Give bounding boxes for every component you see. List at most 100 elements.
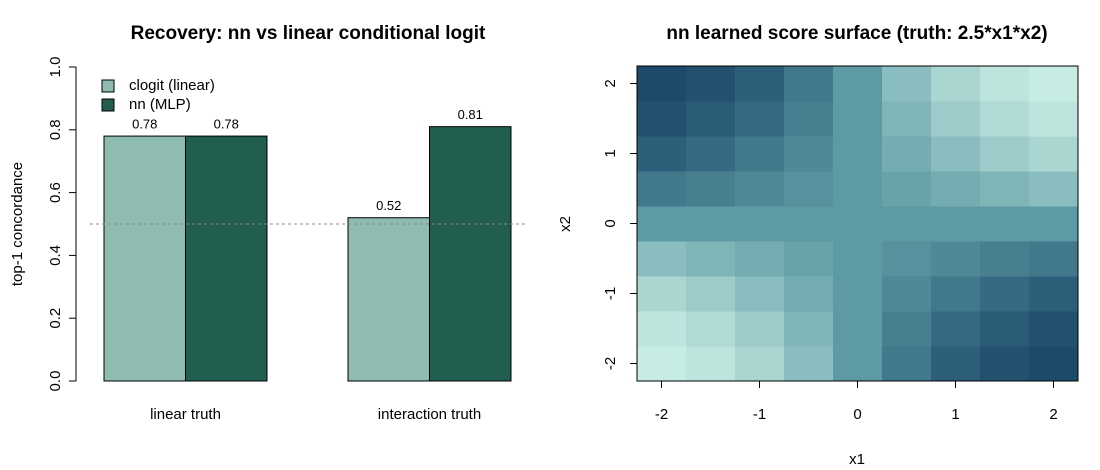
- y-tick-label: 0.0: [47, 371, 64, 392]
- heat-cell: [833, 241, 883, 277]
- heat-cell: [882, 171, 932, 207]
- y-tick-label: 0.4: [47, 245, 64, 266]
- heat-cell: [833, 276, 883, 312]
- heat-cell: [637, 171, 687, 207]
- heat-cell: [735, 136, 785, 172]
- heat-cell: [784, 66, 834, 102]
- heat-cell: [784, 171, 834, 207]
- y-axis-label: x2: [557, 216, 574, 232]
- heat-cell: [686, 241, 736, 277]
- heat-cell: [1029, 66, 1079, 102]
- heat-cell: [833, 171, 883, 207]
- heat-cell: [686, 136, 736, 172]
- heat-cell: [882, 276, 932, 312]
- heat-cell: [882, 206, 932, 242]
- heat-cell: [735, 311, 785, 347]
- chart-title: nn learned score surface (truth: 2.5*x1*…: [666, 23, 1047, 44]
- heat-cell: [980, 101, 1030, 137]
- heat-cell: [637, 276, 687, 312]
- y-tick-label: 1: [602, 149, 619, 157]
- heat-cell: [686, 66, 736, 102]
- heat-cell: [686, 311, 736, 347]
- y-tick-label: 0: [602, 219, 619, 227]
- heat-cell: [931, 241, 981, 277]
- bar: [185, 135, 268, 382]
- heat-cell: [833, 311, 883, 347]
- value-label: 0.81: [458, 107, 483, 122]
- x-tick-label: 2: [1049, 406, 1057, 423]
- y-tick-label: 0.2: [47, 308, 64, 329]
- heat-cell: [637, 241, 687, 277]
- heat-cell: [931, 101, 981, 137]
- heat-cell: [637, 206, 687, 242]
- heat-cell: [833, 206, 883, 242]
- heat-cell: [735, 171, 785, 207]
- heat-cell: [1029, 241, 1079, 277]
- heat-cell: [931, 346, 981, 382]
- heat-cell: [931, 276, 981, 312]
- heat-cell: [980, 206, 1030, 242]
- heat-cell: [735, 346, 785, 382]
- heat-cell: [784, 206, 834, 242]
- x-tick-label: linear truth: [150, 406, 221, 423]
- heat-cell: [686, 206, 736, 242]
- heat-cell: [735, 206, 785, 242]
- heat-cell: [784, 276, 834, 312]
- x-tick-label: interaction truth: [378, 406, 481, 423]
- y-tick-label: 2: [602, 79, 619, 87]
- heat-cell: [784, 241, 834, 277]
- heat-cell: [735, 101, 785, 137]
- legend-swatch: [101, 79, 115, 93]
- heat-cell: [686, 101, 736, 137]
- bar: [103, 135, 186, 382]
- heat-cell: [784, 101, 834, 137]
- legend-label: clogit (linear): [129, 77, 215, 94]
- heat-cell: [1029, 311, 1079, 347]
- bar: [347, 217, 430, 382]
- heat-cell: [980, 276, 1030, 312]
- y-tick-label: 1.0: [47, 57, 64, 78]
- heat-cell: [1029, 276, 1079, 312]
- y-tick-label: -2: [602, 357, 619, 370]
- heat-cell: [735, 276, 785, 312]
- heat-cell: [980, 311, 1030, 347]
- heat-cell: [686, 171, 736, 207]
- value-label: 0.78: [132, 117, 157, 132]
- heat-cell: [784, 346, 834, 382]
- heat-cell: [882, 66, 932, 102]
- heat-cell: [980, 66, 1030, 102]
- heat-cell: [833, 346, 883, 382]
- heat-cell: [637, 136, 687, 172]
- heat-cell: [980, 136, 1030, 172]
- heat-cell: [882, 101, 932, 137]
- heat-cell: [931, 206, 981, 242]
- value-label: 0.78: [214, 117, 239, 132]
- heat-cell: [980, 241, 1030, 277]
- heat-cell: [980, 346, 1030, 382]
- value-label: 0.52: [376, 198, 401, 213]
- y-tick-label: 0.6: [47, 182, 64, 203]
- heat-cell: [637, 101, 687, 137]
- heat-cell: [1029, 136, 1079, 172]
- heat-cell: [882, 241, 932, 277]
- heat-cell: [931, 136, 981, 172]
- bar: [429, 126, 512, 382]
- heat-cell: [735, 241, 785, 277]
- heat-cell: [882, 311, 932, 347]
- y-tick-label: -1: [602, 287, 619, 300]
- heat-cell: [686, 276, 736, 312]
- heat-cell: [637, 66, 687, 102]
- heat-cell: [637, 311, 687, 347]
- heat-cell: [1029, 206, 1079, 242]
- x-tick-label: 0: [853, 406, 861, 423]
- x-axis-label: x1: [849, 451, 865, 468]
- legend-label: nn (MLP): [129, 96, 191, 113]
- heat-cell: [637, 346, 687, 382]
- heat-cell: [882, 346, 932, 382]
- heat-cell: [882, 136, 932, 172]
- heat-cell: [686, 346, 736, 382]
- heat-cell: [931, 66, 981, 102]
- x-tick-label: -2: [655, 406, 668, 423]
